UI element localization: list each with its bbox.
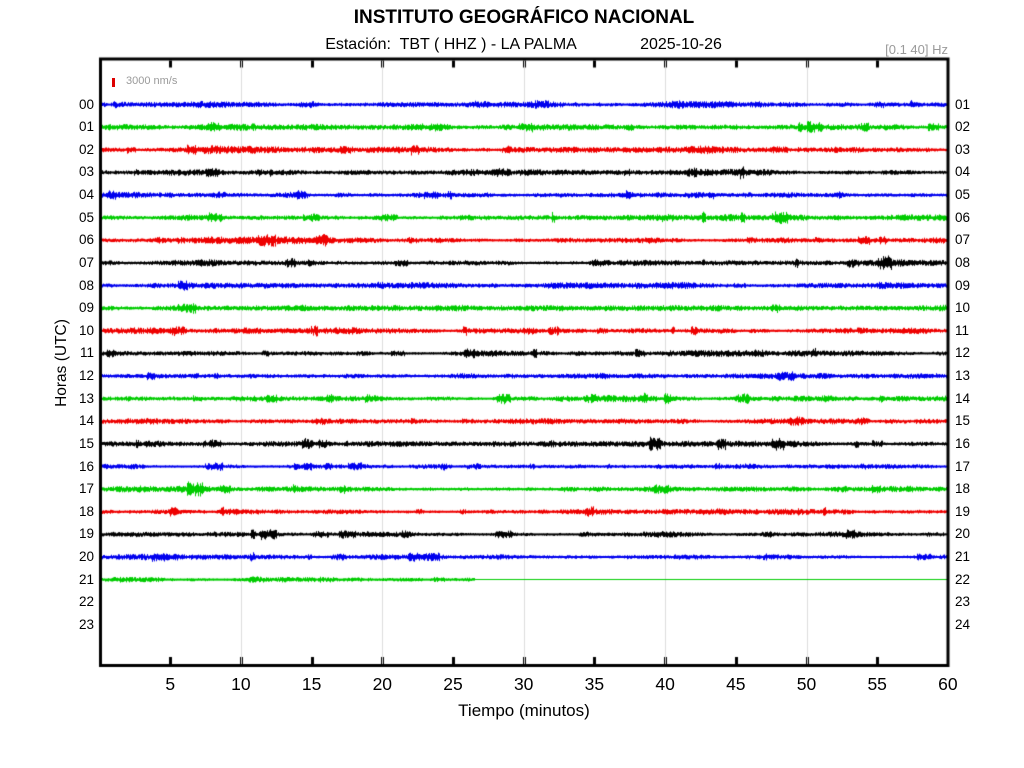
page-title: INSTITUTO GEOGRÁFICO NACIONAL (353, 7, 695, 28)
x-tick-label-5: 5 (165, 674, 176, 694)
hour-label-right-05: 05 (955, 187, 971, 203)
hour-label-right-15: 15 (955, 413, 971, 429)
x-tick-label-45: 45 (726, 674, 746, 694)
x-tick-label-55: 55 (867, 674, 887, 694)
hour-label-left-07: 07 (78, 254, 94, 270)
x-tick-label-30: 30 (513, 674, 534, 694)
x-tick-label-60: 60 (938, 674, 958, 694)
hour-label-right-17: 17 (955, 458, 971, 474)
scale-bar-icon (111, 77, 115, 87)
hour-label-right-18: 18 (955, 481, 971, 497)
hour-label-right-20: 20 (955, 526, 971, 542)
hour-label-left-12: 12 (78, 368, 94, 384)
hour-label-right-02: 02 (955, 119, 971, 135)
hour-label-left-00: 00 (78, 96, 94, 112)
x-tick-label-50: 50 (796, 674, 817, 694)
hour-label-left-04: 04 (78, 187, 94, 203)
hour-label-right-07: 07 (955, 232, 971, 248)
hour-label-left-06: 06 (78, 232, 94, 248)
x-tick-label-15: 15 (301, 674, 322, 694)
hour-label-right-08: 08 (955, 254, 971, 270)
hour-label-right-04: 04 (955, 164, 971, 180)
station-subtitle: Estación: TBT ( HHZ ) - LA PALMA (325, 36, 577, 53)
hour-label-right-10: 10 (955, 300, 971, 316)
hour-label-right-21: 21 (955, 549, 971, 564)
hour-label-left-05: 05 (78, 209, 94, 225)
filter-band-annotation: [0.1 40] Hz (885, 42, 948, 57)
hour-label-right-16: 16 (955, 435, 971, 451)
hour-label-left-10: 10 (78, 322, 94, 338)
hour-label-right-01: 01 (955, 96, 971, 112)
hour-label-left-02: 02 (78, 141, 94, 157)
hour-label-left-16: 16 (78, 458, 94, 474)
hour-label-right-19: 19 (955, 503, 971, 519)
hour-label-left-23: 23 (78, 616, 94, 632)
hour-label-left-09: 09 (78, 300, 94, 316)
x-tick-label-20: 20 (372, 674, 393, 694)
hour-label-right-24: 24 (955, 616, 971, 632)
hour-label-right-12: 12 (955, 345, 971, 361)
x-tick-label-40: 40 (655, 674, 675, 694)
scale-label: 3000 nm/s (126, 75, 178, 88)
hour-label-right-22: 22 (955, 571, 971, 587)
hour-label-right-09: 09 (955, 277, 971, 293)
hour-label-left-01: 01 (78, 119, 94, 135)
x-tick-label-35: 35 (584, 674, 605, 694)
hour-label-left-22: 22 (78, 594, 94, 610)
hour-label-left-03: 03 (78, 164, 94, 180)
hour-label-left-14: 14 (78, 413, 94, 429)
date-subtitle: 2025-10-26 (640, 36, 722, 53)
hour-label-right-06: 06 (955, 209, 971, 225)
hour-label-right-03: 03 (955, 141, 971, 157)
hour-label-right-13: 13 (955, 368, 971, 384)
x-tick-label-25: 25 (443, 674, 463, 694)
x-tick-label-10: 10 (231, 674, 251, 694)
hour-label-left-18: 18 (78, 503, 94, 519)
hour-label-left-21: 21 (78, 571, 94, 587)
hour-label-right-23: 23 (955, 594, 971, 610)
hour-label-left-11: 11 (79, 345, 94, 361)
hour-label-left-17: 17 (78, 481, 94, 497)
hour-label-left-13: 13 (78, 390, 94, 406)
hour-label-left-15: 15 (78, 435, 94, 451)
hour-label-left-08: 08 (78, 277, 94, 293)
hour-label-right-14: 14 (955, 390, 971, 406)
hour-label-right-11: 11 (955, 322, 970, 338)
x-axis-title: Tiempo (minutos) (458, 701, 590, 720)
hour-label-left-20: 20 (78, 549, 94, 564)
hour-label-left-19: 19 (78, 526, 94, 542)
